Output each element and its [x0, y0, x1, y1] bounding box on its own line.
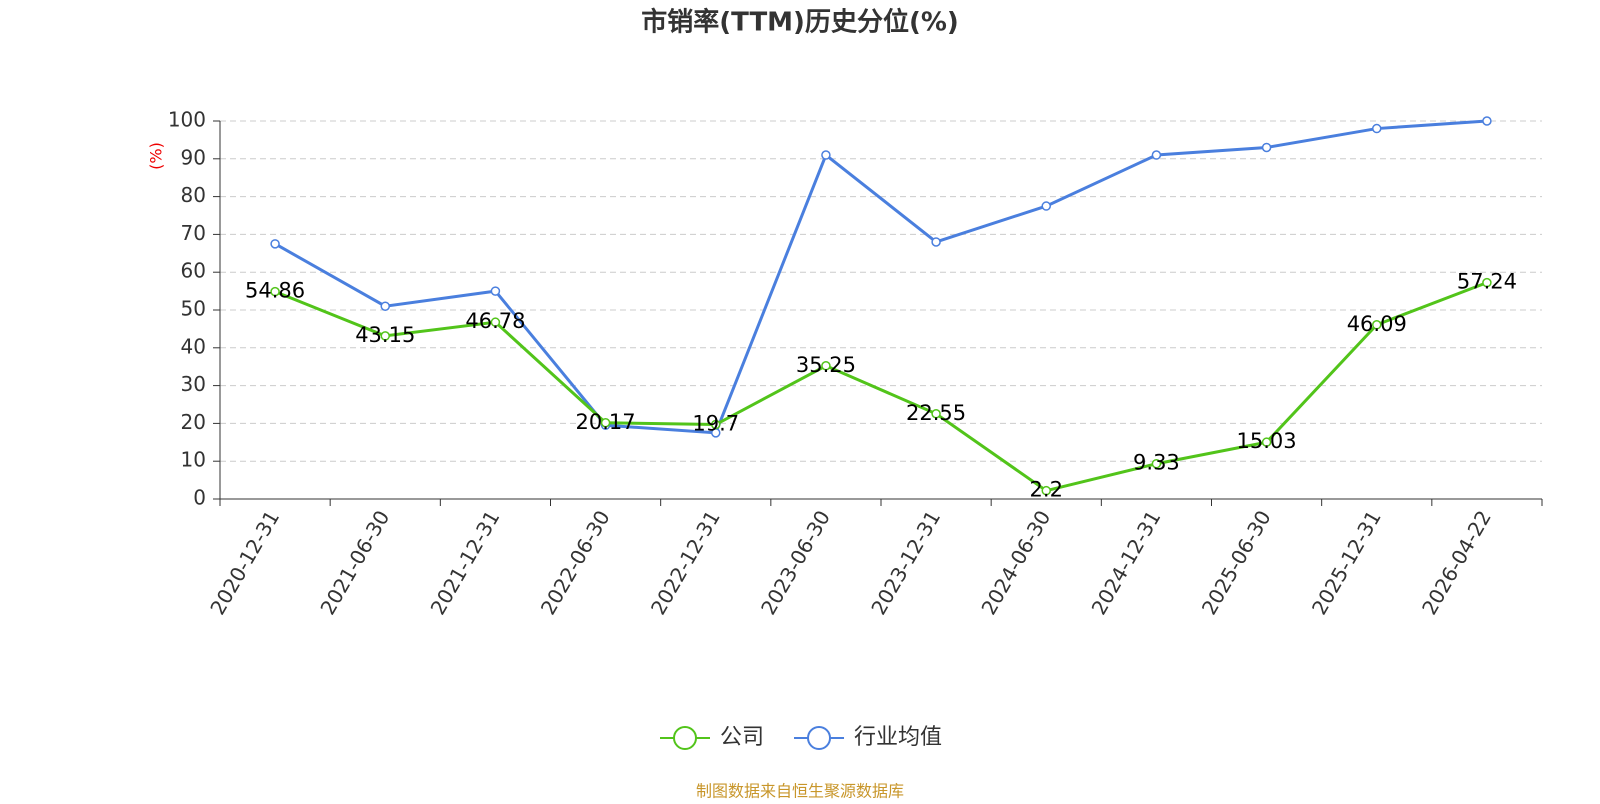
chart-title: 市销率(TTM)历史分位(%) [641, 7, 959, 38]
y-tick-label: 90 [181, 145, 206, 169]
point [931, 409, 941, 419]
point [1041, 485, 1051, 496]
point [270, 239, 280, 249]
point [380, 331, 390, 341]
data-label: 15.03 [1237, 429, 1297, 453]
y-tick-label: 50 [181, 297, 206, 321]
point [1151, 458, 1162, 469]
point [1482, 277, 1492, 288]
legend: 公司 行业均值 [660, 725, 942, 750]
x-tick-label: 2025-06-30 [1197, 506, 1276, 619]
x-tick-label: 2022-06-30 [536, 506, 615, 619]
point [1482, 116, 1492, 126]
point [1372, 123, 1382, 134]
point [1041, 201, 1051, 211]
point [711, 419, 721, 430]
y-tick-label: 80 [181, 183, 206, 207]
x-tick-label: 2023-06-30 [756, 506, 835, 619]
series-line [274, 281, 1488, 493]
data-label: 35.25 [796, 353, 856, 377]
data-label: 43.15 [355, 323, 415, 347]
data-label: 20.17 [576, 410, 636, 434]
x-tick-label: 2020-12-31 [205, 506, 284, 619]
legend-label: 行业均值 [854, 725, 942, 750]
x-tick-label: 2026-04-22 [1417, 506, 1496, 619]
point [1261, 142, 1272, 153]
x-tick-label: 2022-12-31 [646, 506, 725, 619]
data-label: 57.24 [1457, 270, 1517, 294]
source-note: 制图数据来自恒生聚源数据库 [696, 782, 904, 801]
y-axis-label: (%) [147, 142, 166, 170]
x-tick-label: 2025-12-31 [1307, 506, 1386, 619]
y-tick-label: 40 [181, 334, 206, 358]
data-label: 46.09 [1347, 312, 1407, 336]
x-tick-label: 2021-06-30 [315, 506, 394, 619]
y-tick-label: 60 [181, 259, 206, 283]
legend-marker [673, 726, 697, 750]
data-label: 19.7 [692, 412, 739, 436]
data-label: 46.78 [465, 309, 525, 333]
y-tick-label: 30 [181, 372, 206, 396]
point [600, 418, 611, 428]
point [1151, 150, 1162, 160]
x-tick-label: 2024-12-31 [1087, 506, 1166, 619]
data-label: 22.55 [906, 401, 966, 425]
y-tick-label: 10 [181, 448, 206, 472]
y-tick-label: 70 [181, 221, 206, 245]
y-tick-label: 20 [181, 410, 206, 434]
point [821, 150, 831, 160]
x-tick-label: 2021-12-31 [426, 506, 505, 619]
point [931, 237, 941, 247]
y-tick-label: 100 [168, 108, 206, 132]
series-line [274, 119, 1488, 435]
point [1261, 437, 1272, 447]
data-label: 54.86 [245, 279, 305, 303]
point [490, 317, 501, 327]
y-tick-label: 0 [193, 486, 206, 510]
point [821, 361, 831, 371]
data-label: 9.33 [1133, 451, 1180, 475]
x-tick-label: 2024-06-30 [976, 506, 1055, 619]
point [490, 286, 501, 296]
legend-label: 公司 [720, 725, 764, 750]
legend-marker [807, 726, 832, 750]
data-label: 2.2 [1030, 478, 1063, 502]
x-tick-label: 2023-12-31 [866, 506, 945, 619]
point [380, 301, 390, 311]
point [1372, 320, 1382, 330]
point [270, 286, 280, 297]
